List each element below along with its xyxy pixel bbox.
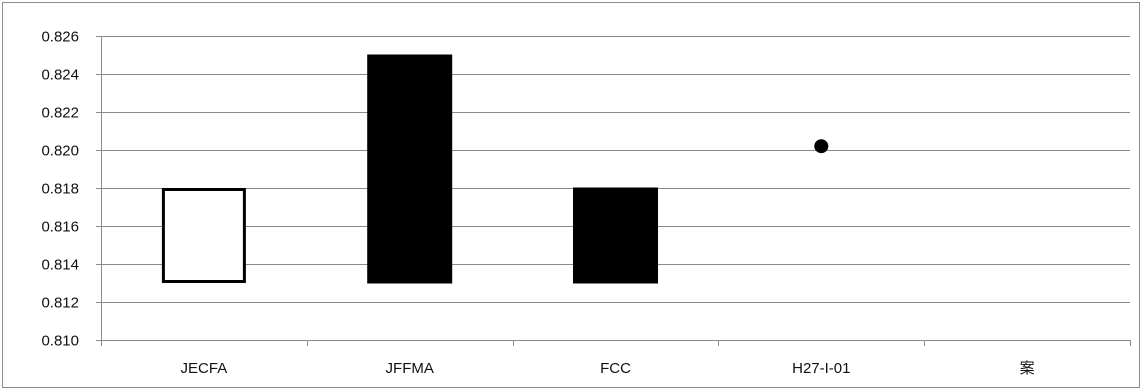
y-tick-label: 0.814 bbox=[41, 257, 79, 274]
gridlines bbox=[101, 36, 1130, 303]
range-bar-fcc bbox=[573, 187, 658, 284]
x-category-label: H27-I-01 bbox=[792, 360, 850, 377]
axes bbox=[96, 36, 1131, 346]
y-tick-label: 0.818 bbox=[41, 181, 79, 198]
range-bars bbox=[161, 54, 658, 284]
y-tick-label: 0.820 bbox=[41, 143, 79, 160]
y-tick-label: 0.822 bbox=[41, 105, 79, 122]
y-axis-tick-labels: 0.810 0.812 0.814 0.816 0.818 0.820 0.822 0.824… bbox=[41, 29, 79, 350]
data-points bbox=[814, 139, 829, 154]
y-tick-label: 0.812 bbox=[41, 295, 79, 312]
x-category-label: JECFA bbox=[181, 360, 228, 377]
x-axis-category-labels: JECFA JFFMA FCC H27-I-01 案 bbox=[181, 359, 1035, 377]
y-tick-label: 0.810 bbox=[41, 333, 79, 350]
data-point-marker bbox=[814, 139, 829, 154]
x-category-label: 案 bbox=[1020, 359, 1035, 377]
x-category-label: JFFMA bbox=[386, 360, 434, 377]
x-category-label: FCC bbox=[600, 360, 631, 377]
y-tick-label: 0.816 bbox=[41, 219, 79, 236]
range-bar-jffma bbox=[367, 54, 453, 284]
y-tick-label: 0.824 bbox=[41, 67, 79, 84]
range-bar-jecfa bbox=[161, 188, 246, 283]
y-tick-label: 0.826 bbox=[41, 29, 79, 46]
